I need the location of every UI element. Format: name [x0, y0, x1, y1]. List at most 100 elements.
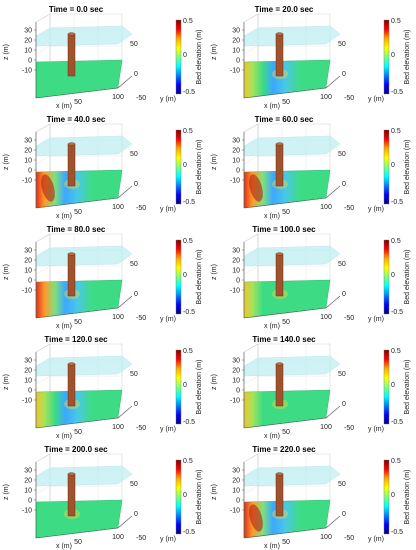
- colorbar-tick-label: -0.5: [391, 199, 403, 206]
- z-tick-label: -10: [22, 288, 32, 295]
- z-tick-label: 20: [232, 38, 240, 45]
- colorbar-tick-label: 0.5: [391, 458, 401, 465]
- bed-surface: [35, 499, 123, 539]
- x-tick-label: 100: [112, 534, 124, 541]
- x-axis-line: [243, 307, 327, 319]
- x-axis-label: x (m): [56, 543, 72, 550]
- z-tick-label: 30: [232, 468, 240, 475]
- z-tick-label: 0: [28, 388, 32, 395]
- colorbar-tick-label: -0.5: [391, 89, 403, 96]
- colorbar-tick-label: 0.5: [183, 348, 193, 355]
- colorbar-tick-label: 0: [391, 492, 395, 499]
- z-tick-label: 10: [232, 48, 240, 55]
- z-tick-label: 30: [24, 248, 32, 255]
- x-axis-label: x (m): [264, 103, 280, 110]
- y-tick-label: 50: [338, 41, 346, 48]
- z-tick-label: 10: [24, 48, 32, 55]
- z-tick-label: 30: [24, 28, 32, 35]
- y-tick-label: -50: [344, 315, 354, 322]
- pier-top: [67, 142, 76, 146]
- y-tick-label: 50: [130, 151, 138, 158]
- wall-gridline: [243, 155, 259, 165]
- z-tick-label: 20: [232, 478, 240, 485]
- bed-surface: [35, 279, 123, 319]
- z-tick-label: 20: [232, 368, 240, 375]
- y-axis-line: [325, 185, 341, 199]
- colorbar-tick-label: 0.5: [183, 18, 193, 25]
- y-axis-label: y (m): [160, 426, 176, 433]
- x-tick-label: 100: [320, 94, 332, 101]
- z-tick-label: 0: [28, 58, 32, 65]
- colorbar-tick-label: 0.5: [391, 18, 401, 25]
- y-axis-line: [325, 515, 341, 529]
- x-axis-label: x (m): [56, 103, 72, 110]
- x-tick-label: 50: [282, 209, 290, 216]
- z-tick-label: 30: [24, 468, 32, 475]
- z-tick-label: 0: [236, 498, 240, 505]
- z-axis-label: z (m): [3, 484, 10, 500]
- bed-surface: [35, 59, 123, 99]
- z-tick-label: -10: [230, 398, 240, 405]
- x-axis-label: x (m): [56, 323, 72, 330]
- z-tick-label: -10: [22, 68, 32, 75]
- wall-gridline: [243, 375, 259, 385]
- water-surface: [243, 245, 341, 267]
- colorbar-tick-label: 0: [183, 382, 187, 389]
- x-tick-label: 100: [320, 314, 332, 321]
- colorbar: [383, 349, 390, 425]
- z-axis-label: z (m): [211, 374, 218, 390]
- z-axis-label: z (m): [3, 154, 10, 170]
- panel-title: Time = 40.0 sec: [47, 115, 106, 124]
- y-axis-line: [117, 295, 133, 309]
- wall-gridline: [243, 265, 259, 275]
- panel-2: Time = 20.0 sec 30 20 10 0 -10 z (m) 50 100 x (m)…: [208, 0, 416, 110]
- y-tick-label: -50: [344, 95, 354, 102]
- panel-9: Time = 200.0 sec 30 20 10 0 -10 z (m) 50 100 x (m…: [0, 440, 208, 550]
- x-tick-label: 100: [112, 204, 124, 211]
- z-tick-label: 0: [236, 168, 240, 175]
- colorbar-tick-label: 0.5: [183, 128, 193, 135]
- y-tick-label: -50: [136, 205, 146, 212]
- z-axis-label: z (m): [211, 44, 218, 60]
- pier-column: [67, 33, 76, 77]
- panel-6: Time = 100.0 sec 30 20 10 0 -10 z (m) 50 100 x (m…: [208, 220, 416, 330]
- bed-surface: [35, 389, 123, 429]
- y-tick-label: 0: [134, 511, 138, 518]
- y-tick-label: 50: [130, 261, 138, 268]
- x-tick-label: 50: [282, 319, 290, 326]
- pier-column: [275, 33, 284, 77]
- scour-zone: [249, 174, 263, 202]
- colorbar: [175, 129, 182, 205]
- y-tick-label: 0: [134, 291, 138, 298]
- x-tick-label: 50: [74, 429, 82, 436]
- z-tick-label: 0: [28, 498, 32, 505]
- y-tick-label: -50: [344, 205, 354, 212]
- y-tick-label: 0: [342, 511, 346, 518]
- z-tick-label: -10: [230, 508, 240, 515]
- y-axis-label: y (m): [368, 536, 384, 543]
- colorbar-tick-label: 0: [391, 272, 395, 279]
- z-tick-label: 30: [232, 28, 240, 35]
- x-axis-line: [35, 527, 119, 539]
- colorbar-tick-label: 0: [183, 52, 187, 59]
- y-axis-line: [325, 75, 341, 89]
- water-surface: [35, 355, 133, 377]
- colorbar-tick-label: 0: [183, 492, 187, 499]
- y-axis-label: y (m): [368, 316, 384, 323]
- colorbar-tick-label: 0.5: [183, 238, 193, 245]
- y-tick-label: 0: [342, 291, 346, 298]
- x-axis-line: [35, 417, 119, 429]
- z-tick-label: -10: [230, 68, 240, 75]
- x-tick-label: 100: [320, 534, 332, 541]
- z-tick-label: 30: [24, 138, 32, 145]
- y-tick-label: 50: [338, 371, 346, 378]
- x-axis-line: [243, 197, 327, 209]
- y-tick-label: 50: [130, 371, 138, 378]
- y-tick-label: -50: [136, 95, 146, 102]
- x-axis-line: [35, 197, 119, 209]
- panel-title: Time = 0.0 sec: [49, 5, 104, 14]
- panel-3: Time = 40.0 sec 30 20 10 0 -10 z (m) 50 100 x (m)…: [0, 110, 208, 220]
- z-tick-label: 20: [232, 148, 240, 155]
